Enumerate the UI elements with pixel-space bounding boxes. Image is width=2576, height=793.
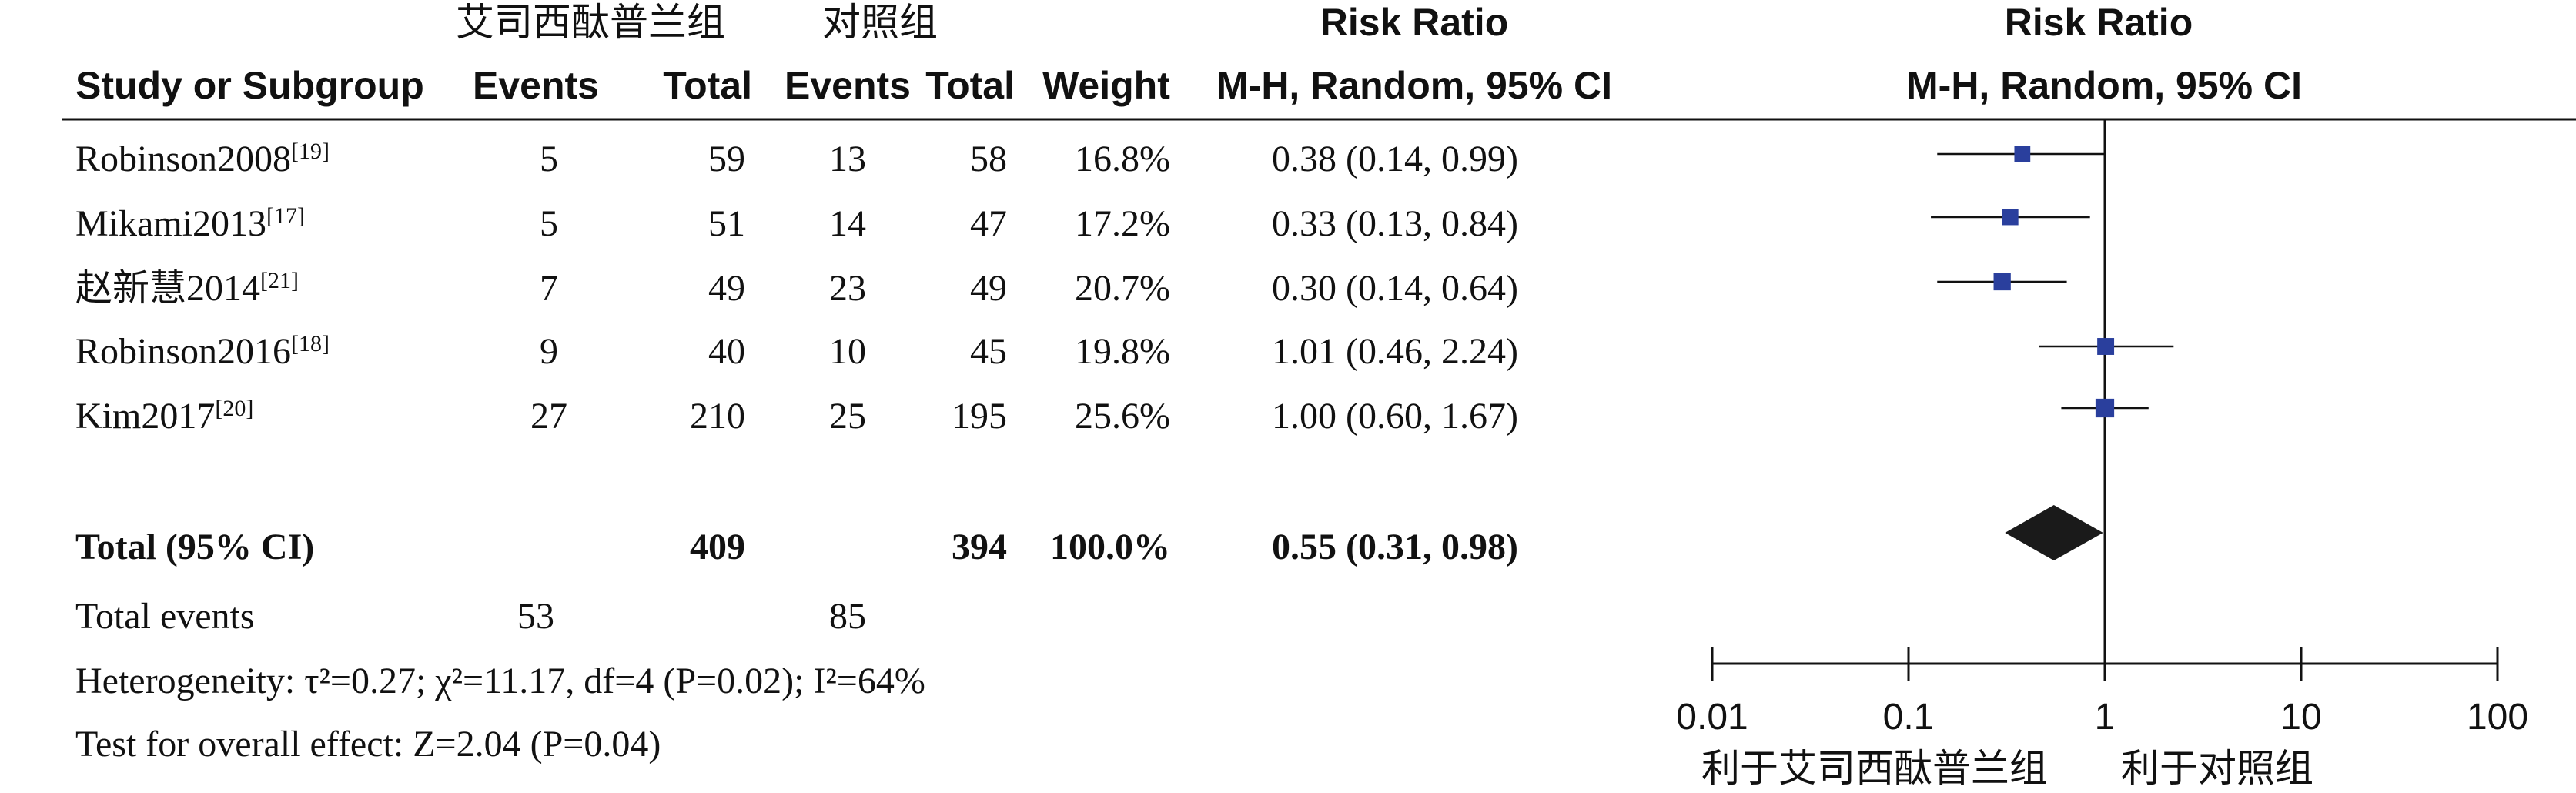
study-total1: 210 <box>690 396 745 437</box>
x-tick-label: 0.1 <box>1883 697 1935 738</box>
forest-plot-area <box>1931 119 2174 664</box>
study-total2: 49 <box>970 268 1007 309</box>
effect-square <box>1993 273 2011 291</box>
study-mark <box>1937 273 2067 291</box>
study-weight: 19.8% <box>1075 331 1170 372</box>
total-events-label: Total events <box>75 596 255 637</box>
axis-caption-left: 利于艾司西酞普兰组 <box>1701 746 2048 791</box>
study-row: 赵新慧2014[21] 7 49 23 49 20.7% 0.30 (0.14, 0.64) <box>75 268 1518 309</box>
total-ci: 0.55 (0.31, 0.98) <box>1272 527 1518 567</box>
effect-square <box>2097 338 2115 355</box>
heterogeneity-text: Heterogeneity: τ²=0.27; χ²=11.17, df=4 (… <box>75 661 925 701</box>
study-weight: 17.2% <box>1075 203 1170 244</box>
study-total2: 195 <box>952 396 1007 437</box>
study-mark <box>1931 209 2090 226</box>
total-events-e2: 85 <box>829 596 866 637</box>
total2-column-header: Total <box>925 64 1015 107</box>
study-row: Mikami2013[17] 5 51 14 47 17.2% 0.33 (0.13, 0.… <box>75 203 1518 244</box>
study-column-header: Study or Subgroup <box>75 64 424 107</box>
study-row: Robinson2008[19] 5 59 13 58 16.8% 0.38 (0.14, … <box>75 139 1518 179</box>
study-total1: 51 <box>708 203 745 244</box>
effect-square <box>2002 209 2019 226</box>
study-name: Robinson2008[19] <box>75 139 330 179</box>
x-tick-label: 10 <box>2280 697 2321 738</box>
study-ci: 1.00 (0.60, 1.67) <box>1272 396 1518 437</box>
risk-ratio-plot-header: Risk Ratio <box>2005 1 2193 44</box>
x-axis: 0.01 0.1 1 10 100 <box>1676 647 2528 738</box>
study-events2: 13 <box>829 139 866 179</box>
study-total2: 47 <box>970 203 1007 244</box>
method-plot-header: M-H, Random, 95% CI <box>1906 64 2302 107</box>
study-events2: 25 <box>829 396 866 437</box>
study-events2: 14 <box>829 203 866 244</box>
x-tick-label: 1 <box>2095 697 2116 738</box>
effect-square <box>2095 398 2115 418</box>
total-row: Total (95% CI) 409 394 100.0% 0.55 (0.31… <box>75 527 1518 567</box>
total-t2: 394 <box>952 527 1007 567</box>
study-mark <box>1937 146 2104 162</box>
study-events1: 5 <box>540 139 558 179</box>
study-events2: 10 <box>829 331 866 372</box>
study-ci: 0.33 (0.13, 0.84) <box>1272 203 1518 244</box>
x-tick-label: 100 <box>2467 697 2528 738</box>
total-label: Total (95% CI) <box>75 527 314 567</box>
study-name: 赵新慧2014[21] <box>75 268 299 309</box>
study-row: Robinson2016[18] 9 40 10 45 19.8% 1.01 (0.46, … <box>75 331 1518 372</box>
total-t1: 409 <box>690 527 745 567</box>
study-name: Kim2017[20] <box>75 396 253 437</box>
total1-column-header: Total <box>663 64 752 107</box>
weight-column-header: Weight <box>1042 64 1170 107</box>
study-events1: 9 <box>540 331 558 372</box>
study-total2: 58 <box>970 139 1007 179</box>
pooled-diamond <box>2005 505 2103 560</box>
study-ci: 1.01 (0.46, 2.24) <box>1272 331 1518 372</box>
study-ci: 0.30 (0.14, 0.64) <box>1272 268 1518 309</box>
group1-header: 艾司西酞普兰组 <box>456 0 725 45</box>
study-name: Robinson2016[18] <box>75 331 330 372</box>
study-rows: Robinson2008[19] 5 59 13 58 16.8% 0.38 (0.14, … <box>75 139 1518 437</box>
events2-column-header: Events <box>785 64 911 107</box>
study-total2: 45 <box>970 331 1007 372</box>
study-row: Kim2017[20] 27 210 25 195 25.6% 1.00 (0.60, 1.… <box>75 396 1518 437</box>
x-tick-label: 0.01 <box>1676 697 1748 738</box>
study-weight: 25.6% <box>1075 396 1170 437</box>
study-events1: 7 <box>540 268 558 309</box>
axis-caption-right: 利于对照组 <box>2121 746 2313 791</box>
effect-square <box>2014 146 2031 162</box>
study-weight: 16.8% <box>1075 139 1170 179</box>
method-table-header: M-H, Random, 95% CI <box>1216 64 1612 107</box>
study-mark <box>2061 398 2149 418</box>
study-events1: 5 <box>540 203 558 244</box>
total-weight: 100.0% <box>1050 527 1170 567</box>
risk-ratio-table-header: Risk Ratio <box>1320 1 1509 44</box>
study-total1: 49 <box>708 268 745 309</box>
study-total1: 40 <box>708 331 745 372</box>
group2-header: 对照组 <box>822 0 938 45</box>
total-events-row: Total events 53 85 <box>75 596 866 637</box>
study-total1: 59 <box>708 139 745 179</box>
total-events-e1: 53 <box>517 596 554 637</box>
study-events1: 27 <box>530 396 567 437</box>
study-ci: 0.38 (0.14, 0.99) <box>1272 139 1518 179</box>
study-name: Mikami2013[17] <box>75 203 305 244</box>
study-events2: 23 <box>829 268 866 309</box>
events1-column-header: Events <box>473 64 599 107</box>
overall-effect-text: Test for overall effect: Z=2.04 (P=0.04) <box>75 724 661 765</box>
study-mark <box>2039 338 2174 355</box>
study-weight: 20.7% <box>1075 268 1170 309</box>
